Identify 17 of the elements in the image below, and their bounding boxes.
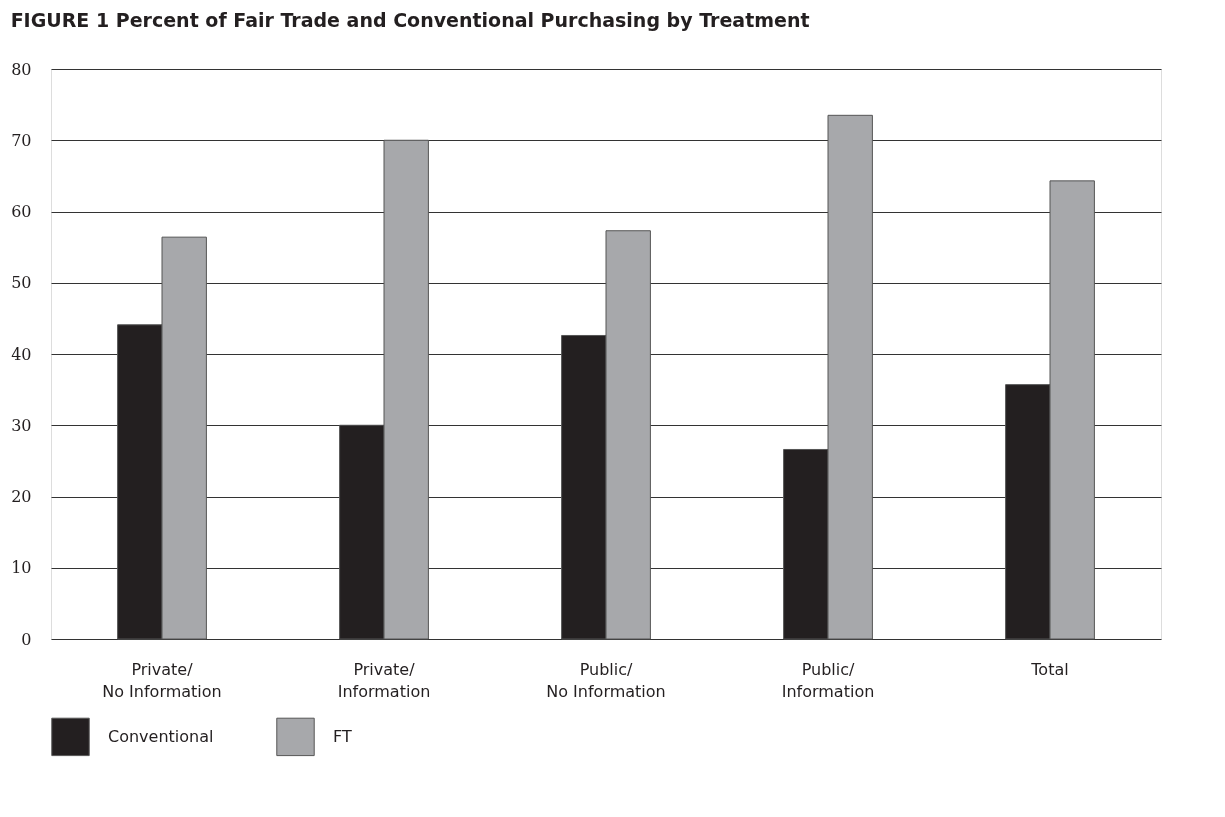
x-tick-label: Public/ No Information: [546, 659, 666, 701]
y-tick-label: 30: [11, 415, 32, 435]
y-tick-label: 0: [21, 629, 32, 649]
y-tick-label: 70: [11, 130, 32, 150]
y-tick-label: 20: [11, 487, 32, 506]
x-tick-label: Public/ Information: [781, 659, 875, 701]
y-tick-label: 80: [11, 59, 32, 79]
x-tick-label: Total: [1030, 659, 1069, 679]
x-tick-label: Private/ Information: [337, 659, 431, 701]
y-tick-label: 40: [11, 344, 32, 364]
chart-title: FIGURE 1 Percent of Fair Trade and Conventional Purchasing by Treatment: [10, 9, 810, 31]
y-tick-label: 50: [11, 273, 32, 293]
legend-label: Conventional: [108, 726, 214, 746]
legend-label: FT: [333, 726, 352, 746]
y-tick-label: 60: [11, 202, 32, 221]
y-tick-label: 10: [11, 558, 32, 578]
x-tick-label: Private/ No Information: [102, 659, 222, 701]
